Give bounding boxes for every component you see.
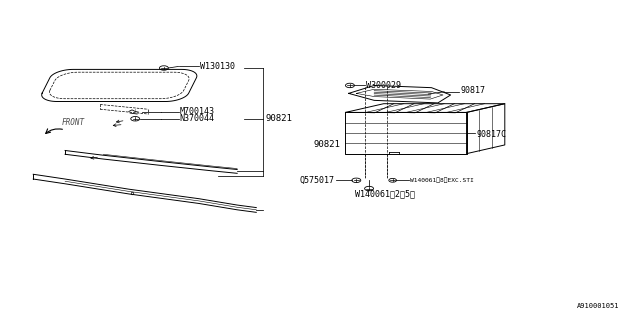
Text: A910001051: A910001051 [577,303,620,309]
Text: W130130: W130130 [200,62,236,71]
Text: 90821: 90821 [266,114,292,123]
Text: W300029: W300029 [366,81,401,90]
Text: N370044: N370044 [180,114,215,123]
Text: FRONT: FRONT [62,118,85,127]
Text: 90817C: 90817C [476,130,506,139]
Text: M700143: M700143 [180,107,215,116]
Text: W140061〈8〉EXC.STI: W140061〈8〉EXC.STI [410,178,474,183]
Text: 90817: 90817 [460,86,485,95]
Text: 90821: 90821 [314,140,340,148]
Text: Q575017: Q575017 [300,176,335,185]
Text: W140061〈2〉5〉: W140061〈2〉5〉 [355,190,415,199]
